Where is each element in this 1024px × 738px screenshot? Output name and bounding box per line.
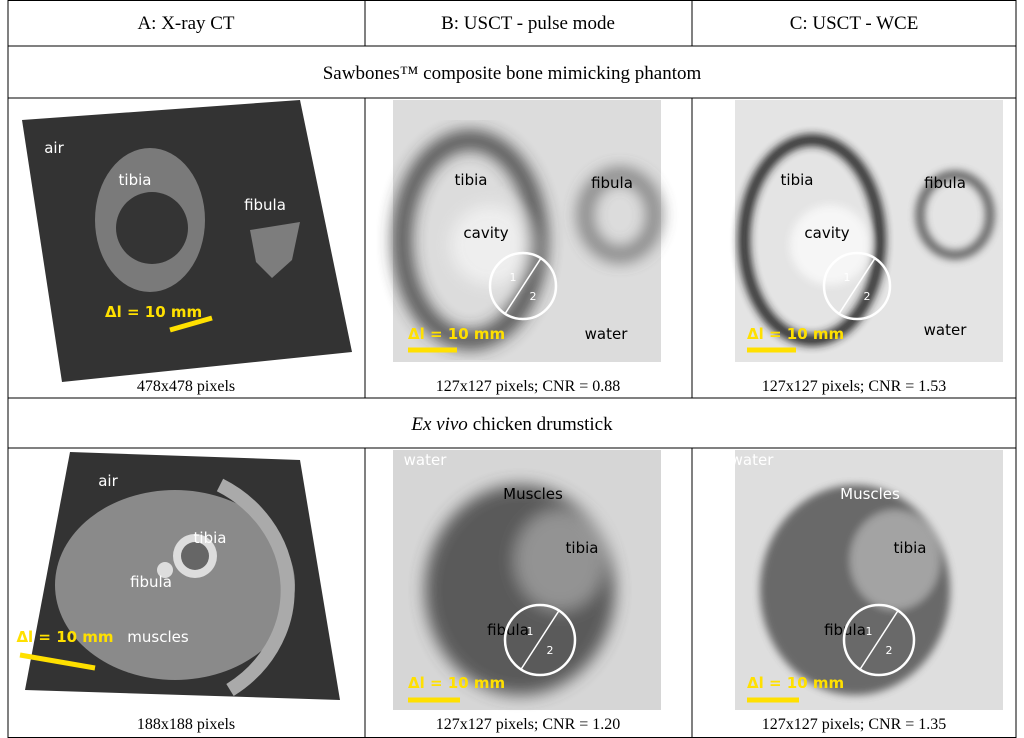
roi-label: 1 [527,625,534,638]
table-figure: Sawbones™ composite bone mimicking phant… [0,0,1024,738]
image-label: fibula [924,174,966,192]
image-label: water [404,451,448,469]
section-title-emphasis: Ex vivo [410,414,467,435]
image-label: tibia [781,171,814,189]
image-label: muscles [127,628,189,646]
roi-label: 2 [864,290,871,303]
image-label: tibia [119,171,152,189]
caption: 478x478 pixels [137,378,235,395]
scale-label: Δl = 10 mm [747,674,844,692]
section-title: Ex vivo chicken drumstick [410,414,613,435]
image-label: fibula [244,196,286,214]
image-label: tibia [894,539,927,557]
column-header: C: USCT - WCE [790,13,919,34]
caption: 127x127 pixels; CNR = 1.53 [762,378,947,395]
scale-label: Δl = 10 mm [105,303,202,321]
column-header: B: USCT - pulse mode [441,13,615,34]
roi-label: 2 [886,644,893,657]
scale-label: Δl = 10 mm [408,674,505,692]
roi-label: 1 [844,271,851,284]
caption: 127x127 pixels; CNR = 0.88 [436,378,621,395]
image-label: Muscles [840,485,900,503]
image-label: tibia [566,539,599,557]
caption: 127x127 pixels; CNR = 1.35 [762,716,947,733]
image-label: water [924,321,968,339]
caption: 127x127 pixels; CNR = 1.20 [436,716,621,733]
image-label: tibia [194,529,227,547]
image-label: fibula [130,573,172,591]
image-label: Muscles [503,485,563,503]
image-label: air [44,139,64,157]
image-label: fibula [591,174,633,192]
image-label: tibia [455,171,488,189]
scale-label: Δl = 10 mm [747,325,844,343]
images [14,100,1003,710]
section-title: Sawbones™ composite bone mimicking phant… [323,63,702,84]
scale-label: Δl = 10 mm [16,628,113,646]
roi-label: 1 [510,271,517,284]
image-label: cavity [463,224,508,242]
roi-label: 2 [530,290,537,303]
section-title-rest: chicken drumstick [473,414,613,435]
roi-label: 1 [866,625,873,638]
image-label: cavity [804,224,849,242]
caption: 188x188 pixels [137,716,235,733]
image-label: water [731,451,775,469]
scale-label: Δl = 10 mm [408,325,505,343]
column-header: A: X-ray CT [137,13,234,34]
image-label: air [98,472,118,490]
roi-label: 2 [547,644,554,657]
image-label: water [585,325,629,343]
page: Sawbones™ composite bone mimicking phant… [0,0,1024,738]
